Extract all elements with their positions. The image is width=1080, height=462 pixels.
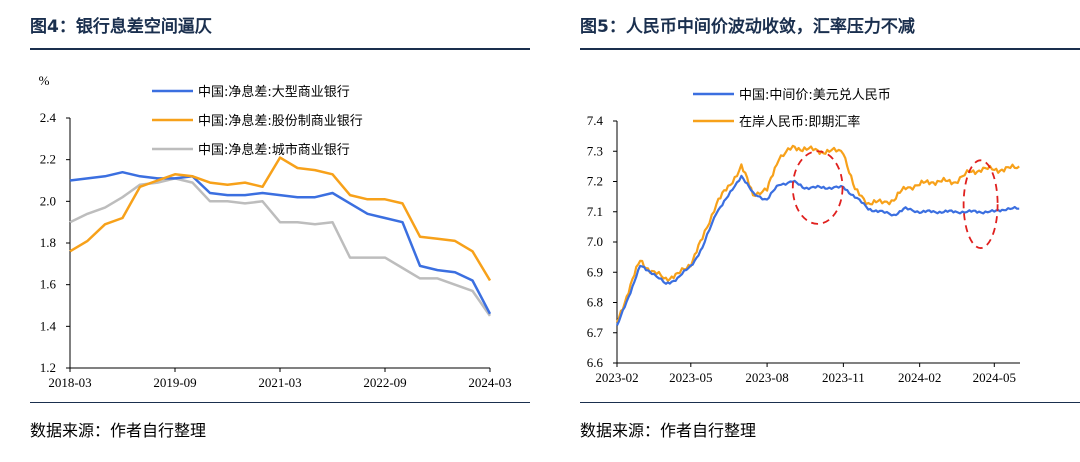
right-x-tick-label: 2023-05 — [669, 370, 712, 385]
left-source-note: 数据来源：作者自行整理 — [30, 421, 207, 440]
right-title-rule — [580, 48, 1080, 50]
left-y-tick-label: 1.6 — [40, 277, 57, 292]
right-y-tick-label: 6.8 — [587, 295, 603, 310]
highlight-ellipse-0 — [791, 150, 844, 225]
left-y-tick-label: 1.8 — [40, 235, 56, 250]
left-legend-label-1: 中国:净息差:股份制商业银行 — [198, 113, 363, 129]
net-interest-margin-chart: 1.2 1.4 1.6 1.8 2.0 2.2 2.4% 2018-03 2019-09 2021… — [39, 73, 512, 390]
left-x-tick-label: 2019-09 — [153, 375, 196, 390]
right-y-tick-label: 6.7 — [587, 325, 604, 340]
left-series-line-0 — [69, 170, 492, 315]
right-y-tick-label: 7.4 — [587, 113, 604, 128]
right-chart-title: 图5：人民币中间价波动收敛，汇率压力不减 — [580, 17, 915, 37]
exchange-rate-chart: 6.6 6.7 6.8 6.9 7.0 7.1 7.2 7.3 7.4 2023-02 2023-0… — [587, 88, 1020, 385]
left-legend-label-0: 中国:净息差:大型商业银行 — [198, 84, 350, 100]
right-legend-label-1: 在岸人民币:即期汇率 — [739, 114, 860, 130]
left-x-tick-label: 2022-09 — [363, 375, 406, 390]
left-x-tick-label: 2024-03 — [468, 375, 511, 390]
left-series-line-1 — [69, 156, 492, 282]
right-y-tick-label: 6.6 — [587, 355, 604, 370]
right-y-tick-label: 7.3 — [587, 143, 603, 158]
right-x-tick-label: 2023-02 — [595, 370, 638, 385]
right-series-line-0 — [616, 174, 1020, 326]
left-chart-title: 图4：银行息差空间逼仄 — [30, 17, 212, 37]
right-x-tick-label: 2023-08 — [745, 370, 788, 385]
right-source-note: 数据来源：作者自行整理 — [580, 421, 757, 440]
left-y-tick-label: 2.0 — [40, 193, 56, 208]
left-y-tick-label: 1.2 — [40, 360, 56, 375]
left-source-rule — [30, 402, 530, 403]
left-y-tick-label: 2.4 — [40, 110, 57, 125]
left-y-tick-label: 2.2 — [40, 152, 56, 167]
right-series-line-1 — [615, 144, 1020, 323]
left-x-tick-label: 2018-03 — [48, 375, 91, 390]
left-legend-label-2: 中国:净息差:城市商业银行 — [198, 142, 350, 158]
right-y-tick-label: 7.2 — [587, 174, 603, 189]
left-x-tick-label: 2021-03 — [258, 375, 301, 390]
right-y-tick-label: 6.9 — [587, 264, 603, 279]
right-y-tick-label: 7.0 — [587, 234, 603, 249]
left-y-tick-label: 1.4 — [40, 318, 57, 333]
left-title-rule — [30, 48, 530, 50]
right-y-tick-label: 7.1 — [587, 204, 603, 219]
left-y-axis-unit: % — [39, 73, 50, 88]
left-series-line-2 — [69, 177, 492, 317]
right-source-rule — [580, 402, 1080, 403]
highlight-ellipse-1 — [962, 159, 999, 249]
right-x-tick-label: 2023-11 — [822, 370, 865, 385]
right-x-tick-label: 2024-02 — [898, 370, 941, 385]
right-legend-label-0: 中国:中间价:美元兑人民币 — [739, 88, 891, 103]
right-x-tick-label: 2024-05 — [973, 370, 1016, 385]
left-chart-panel: 图4：银行息差空间逼仄 1.2 1.4 1.6 1.8 2.0 2.2 2.4% 2018-0… — [0, 0, 530, 462]
right-chart-panel: 图5：人民币中间价波动收敛，汇率压力不减 6.6 6.7 6.8 6.9 7.0 7.1 7… — [550, 0, 1080, 462]
